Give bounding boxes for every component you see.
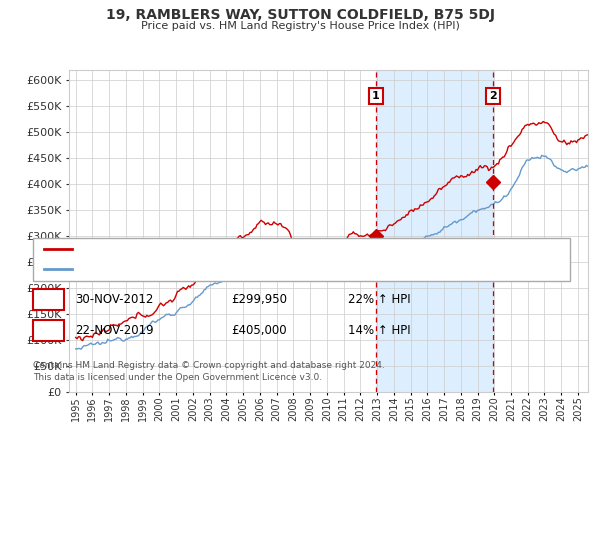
Text: 1: 1 <box>372 91 380 101</box>
Text: 19, RAMBLERS WAY, SUTTON COLDFIELD, B75 5DJ (detached house): 19, RAMBLERS WAY, SUTTON COLDFIELD, B75 … <box>78 244 433 254</box>
Text: 2: 2 <box>44 324 53 337</box>
Text: 14% ↑ HPI: 14% ↑ HPI <box>348 324 410 337</box>
Text: 22-NOV-2019: 22-NOV-2019 <box>75 324 154 337</box>
Text: Price paid vs. HM Land Registry's House Price Index (HPI): Price paid vs. HM Land Registry's House … <box>140 21 460 31</box>
Text: £299,950: £299,950 <box>231 293 287 306</box>
Text: £405,000: £405,000 <box>231 324 287 337</box>
Text: 19, RAMBLERS WAY, SUTTON COLDFIELD, B75 5DJ: 19, RAMBLERS WAY, SUTTON COLDFIELD, B75 … <box>106 8 494 22</box>
Text: Contains HM Land Registry data © Crown copyright and database right 2024.
This d: Contains HM Land Registry data © Crown c… <box>33 361 385 382</box>
Text: 1: 1 <box>44 293 53 306</box>
Text: HPI: Average price, detached house, Birmingham: HPI: Average price, detached house, Birm… <box>78 264 335 274</box>
Text: 22% ↑ HPI: 22% ↑ HPI <box>348 293 410 306</box>
Bar <box>376 70 493 392</box>
Text: 30-NOV-2012: 30-NOV-2012 <box>75 293 154 306</box>
Text: 2: 2 <box>488 91 496 101</box>
